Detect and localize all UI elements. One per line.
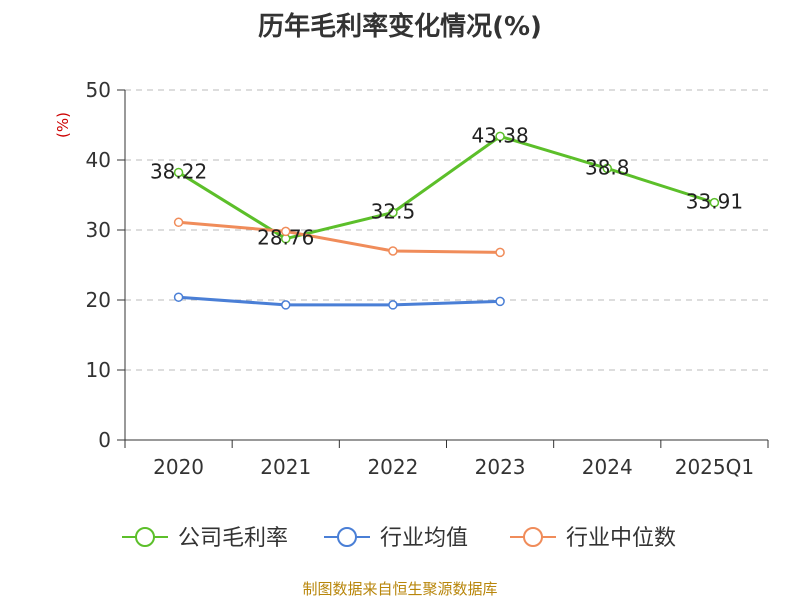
y-tick-label-0: 0 bbox=[98, 428, 111, 452]
series-layer bbox=[173, 131, 720, 310]
data-label-2020: 38.22 bbox=[150, 159, 207, 183]
x-tick-label-2021: 2021 bbox=[260, 455, 311, 479]
data-label-2021: 28.76 bbox=[257, 226, 314, 250]
data-label-2022: 32.5 bbox=[371, 200, 416, 224]
series-line-1 bbox=[178, 295, 501, 307]
series-line-2 bbox=[178, 220, 501, 254]
legend: 公司毛利率 行业均值 行业中位数 bbox=[122, 526, 676, 551]
legend-label-0: 公司毛利率 bbox=[178, 526, 288, 551]
series-0-point-3 bbox=[495, 131, 505, 142]
legend-label-2: 行业中位数 bbox=[566, 526, 676, 551]
grid-lines bbox=[125, 89, 768, 371]
x-tick-label-2020: 2020 bbox=[153, 455, 204, 479]
series-1-point-0 bbox=[173, 292, 184, 302]
legend-marker-1 bbox=[337, 527, 357, 547]
legend-marker-2 bbox=[523, 527, 543, 547]
series-0-point-2 bbox=[388, 207, 398, 218]
data-label-2023: 43.38 bbox=[471, 123, 528, 147]
x-tick-label-2025Q1: 2025Q1 bbox=[675, 455, 754, 479]
series-1-point-2 bbox=[388, 300, 398, 310]
legend-marker-0 bbox=[135, 527, 155, 547]
axes: 0 10 20 30 40 50 2020 2021 2022 2023 2024 2025Q1 bbox=[86, 78, 769, 479]
data-label-2025Q1: 33.91 bbox=[686, 190, 743, 214]
chart-title: 历年毛利率变化情况(%) bbox=[258, 12, 542, 42]
y-tick-label-40: 40 bbox=[86, 148, 111, 172]
series-line-0 bbox=[177, 134, 715, 241]
series-1-point-3 bbox=[495, 296, 505, 307]
x-tick-label-2023: 2023 bbox=[475, 455, 526, 479]
series-2-point-0 bbox=[173, 217, 184, 228]
y-tick-label-50: 50 bbox=[86, 78, 111, 102]
series-2-point-1 bbox=[281, 226, 291, 237]
source-footer: 制图数据来自恒生聚源数据库 bbox=[302, 580, 498, 598]
y-axis-unit-label: (%) bbox=[54, 112, 72, 138]
series-0-point-4 bbox=[602, 163, 612, 174]
x-tick-label-2024: 2024 bbox=[582, 455, 633, 479]
x-tick-label-2022: 2022 bbox=[367, 455, 418, 479]
series-0-point-0 bbox=[173, 167, 184, 178]
series-0-point-5 bbox=[709, 197, 720, 208]
data-label-2024: 38.8 bbox=[585, 155, 630, 179]
y-tick-label-30: 30 bbox=[86, 218, 111, 242]
legend-label-1: 行业均值 bbox=[380, 526, 468, 551]
series-1-point-1 bbox=[281, 300, 291, 310]
series-2-point-2 bbox=[388, 246, 398, 256]
y-tick-label-20: 20 bbox=[86, 288, 111, 312]
y-tick-label-10: 10 bbox=[86, 358, 111, 382]
data-labels: 38.22 28.76 32.5 43.38 38.8 33.91 bbox=[150, 123, 743, 249]
series-2-point-3 bbox=[495, 247, 505, 258]
